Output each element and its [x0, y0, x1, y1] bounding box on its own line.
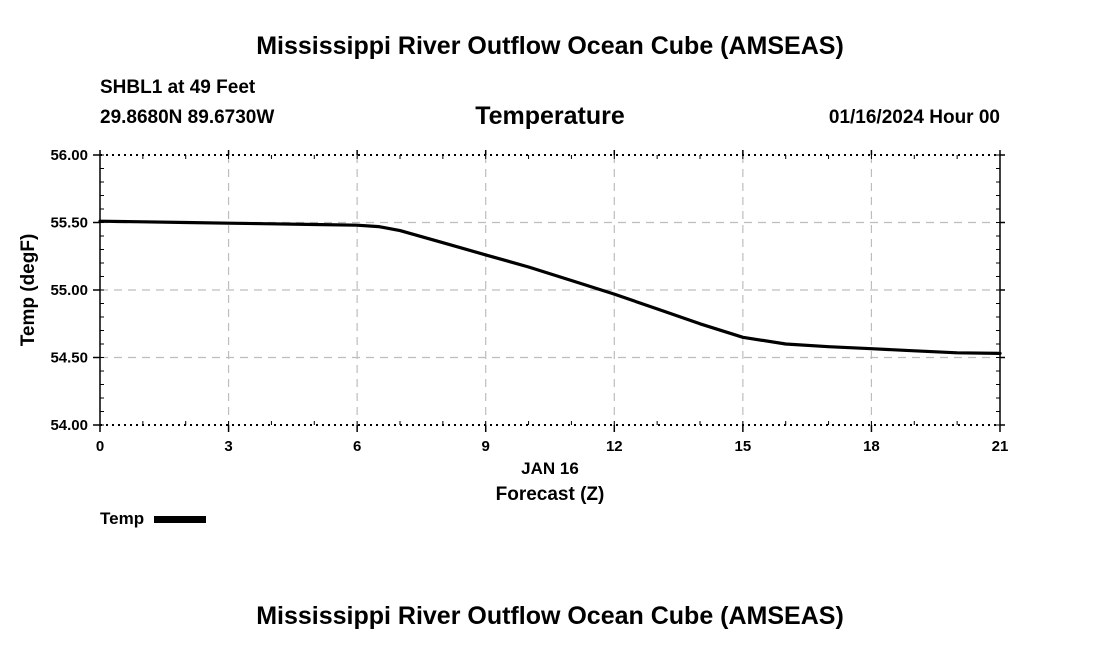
chart-title-bottom: Mississippi River Outflow Ocean Cube (AM… — [256, 602, 844, 630]
y-tick-label: 56.00 — [50, 147, 88, 164]
tick-labels: 0 3 6 9 12 15 18 21 54.00 54.50 55.00 55.50 56.00 — [50, 147, 1008, 455]
x-axis-date-label: JAN 16 — [521, 459, 579, 478]
y-tick-label: 54.00 — [50, 417, 88, 434]
legend-label-temp: Temp — [100, 509, 145, 528]
y-tick-label: 55.50 — [50, 215, 88, 232]
y-axis-label: Temp (degF) — [18, 234, 39, 347]
coordinates-label: 29.8680N 89.6730W — [100, 107, 275, 128]
series — [98, 219, 1002, 355]
station-label: SHBL1 at 49 Feet — [100, 77, 256, 98]
x-tick-label: 3 — [224, 438, 232, 455]
axes — [93, 150, 1005, 432]
x-tick-label: 18 — [863, 438, 880, 455]
forecast-datetime: 01/16/2024 Hour 00 — [828, 107, 1000, 128]
x-tick-label: 0 — [96, 438, 104, 455]
x-tick-label: 9 — [482, 438, 490, 455]
grid — [100, 155, 1000, 425]
x-tick-label: 12 — [606, 438, 623, 455]
x-tick-label: 15 — [735, 438, 752, 455]
x-tick-label: 21 — [992, 438, 1009, 455]
legend: Temp — [100, 509, 207, 529]
y-tick-label: 55.00 — [50, 282, 88, 299]
x-axis-label: Forecast (Z) — [496, 484, 605, 505]
variable-title: Temperature — [475, 102, 625, 130]
y-tick-label: 54.50 — [50, 350, 88, 367]
x-tick-label: 6 — [353, 438, 361, 455]
chart-title-top: Mississippi River Outflow Ocean Cube (AM… — [256, 32, 844, 60]
series-line-temp — [98, 219, 1002, 355]
legend-swatch-temp — [154, 515, 207, 523]
